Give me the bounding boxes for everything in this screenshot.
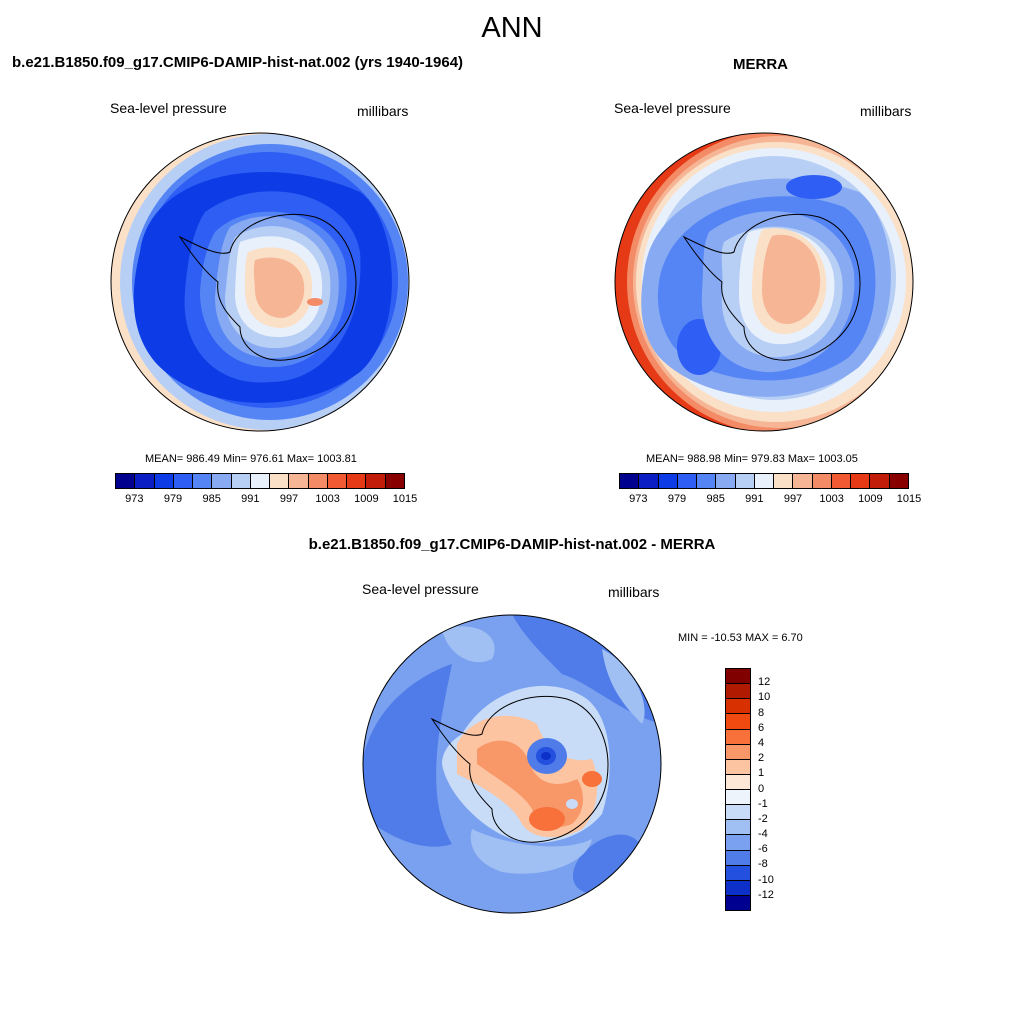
- colorbar-swatch: [726, 790, 750, 806]
- colorbar-swatch: [870, 474, 890, 488]
- colorbar-swatch: [726, 805, 750, 821]
- colorbar-swatch: [308, 474, 328, 488]
- colorbar-swatch: [735, 474, 755, 488]
- colorbar-swatch: [193, 474, 213, 488]
- colorbar-swatch: [116, 474, 136, 488]
- colorbar-tick-label: 997: [279, 493, 299, 505]
- colorbar-swatch: [726, 669, 750, 685]
- colorbar-tick-label: 12: [758, 676, 771, 689]
- panel3-title: b.e21.B1850.f09_g17.CMIP6-DAMIP-hist-nat…: [308, 536, 716, 553]
- colorbar-swatch: [385, 474, 404, 488]
- panel2-stats: MEAN= 988.98 Min= 979.83 Max= 1003.05: [646, 453, 858, 465]
- colorbar-swatch: [270, 474, 290, 488]
- colorbar-swatch: [726, 684, 750, 700]
- panel2-left-label: Sea-level pressure: [614, 100, 731, 116]
- colorbar-swatch: [173, 474, 194, 488]
- colorbar-swatch: [774, 474, 794, 488]
- colorbar-swatch: [851, 474, 871, 488]
- colorbar-tick-label: -1: [758, 797, 768, 810]
- colorbar-swatch: [697, 474, 717, 488]
- colorbar-swatch: [812, 474, 832, 488]
- colorbar-tick-label: 0: [758, 782, 765, 795]
- panel2-units-label: millibars: [860, 103, 912, 119]
- panel1-left-label: Sea-level pressure: [110, 100, 227, 116]
- colorbar-tick-label: 10: [758, 691, 771, 704]
- colorbar-tick-label: -10: [758, 873, 774, 886]
- colorbar-tick-label: 991: [745, 493, 764, 505]
- panel1-polar-map: [110, 132, 410, 432]
- colorbar-swatch: [726, 714, 750, 730]
- colorbar-swatch: [726, 850, 750, 866]
- panel1-colorbar-ticks: 973 979 985 991 997 1003 1009 1015: [115, 493, 417, 507]
- colorbar-tick-label: 991: [241, 493, 260, 505]
- colorbar-tick-label: 1003: [315, 493, 340, 505]
- panel3-left-label: Sea-level pressure: [362, 581, 479, 597]
- panel2-colorbar: [619, 473, 909, 489]
- panel1-colorbar: [115, 473, 405, 489]
- colorbar-tick-label: 985: [202, 493, 221, 505]
- colorbar-swatch: [726, 699, 750, 715]
- panel3-colorbar: [725, 668, 751, 911]
- colorbar-swatch: [289, 474, 309, 488]
- colorbar-tick-label: 2: [758, 752, 765, 765]
- colorbar-tick-label: 979: [667, 493, 687, 505]
- colorbar-tick-label: 997: [783, 493, 803, 505]
- colorbar-swatch: [726, 820, 750, 836]
- colorbar-tick-label: 1003: [819, 493, 844, 505]
- colorbar-swatch: [620, 474, 640, 488]
- colorbar-tick-label: 4: [758, 736, 765, 749]
- colorbar-swatch: [716, 474, 736, 488]
- colorbar-tick-label: 1: [758, 767, 765, 780]
- colorbar-swatch: [831, 474, 852, 488]
- colorbar-swatch: [154, 474, 174, 488]
- colorbar-swatch: [726, 729, 750, 745]
- panel2-polar-map: [614, 132, 914, 432]
- panel2-colorbar-ticks: 973 979 985 991 997 1003 1009 1015: [619, 493, 921, 507]
- colorbar-swatch: [726, 759, 750, 775]
- colorbar-swatch: [250, 474, 271, 488]
- colorbar-tick-label: -4: [758, 828, 768, 841]
- panel3-polar-map: [362, 614, 662, 914]
- colorbar-swatch: [327, 474, 348, 488]
- colorbar-tick-label: 1015: [392, 493, 418, 505]
- colorbar-tick-label: -8: [758, 858, 768, 871]
- colorbar-tick-label: -6: [758, 843, 768, 856]
- colorbar-tick-label: -12: [758, 888, 774, 901]
- colorbar-tick-label: 6: [758, 721, 765, 734]
- panel1-units-label: millibars: [357, 103, 409, 119]
- colorbar-swatch: [726, 744, 750, 760]
- colorbar-tick-label: 1009: [354, 493, 379, 505]
- panel1-stats: MEAN= 986.49 Min= 976.61 Max= 1003.81: [145, 453, 357, 465]
- colorbar-swatch: [347, 474, 367, 488]
- colorbar-swatch: [726, 880, 750, 896]
- panel1-title: b.e21.B1850.f09_g17.CMIP6-DAMIP-hist-nat…: [12, 54, 464, 71]
- colorbar-swatch: [726, 835, 750, 851]
- colorbar-tick-label: 1009: [858, 493, 883, 505]
- colorbar-swatch: [135, 474, 155, 488]
- colorbar-tick-label: 1015: [896, 493, 922, 505]
- figure-title: ANN: [481, 12, 543, 44]
- panel3-units-label: millibars: [608, 584, 660, 600]
- colorbar-swatch: [726, 865, 750, 881]
- colorbar-tick-label: -2: [758, 812, 768, 825]
- colorbar-swatch: [754, 474, 775, 488]
- colorbar-swatch: [726, 774, 750, 790]
- colorbar-swatch: [677, 474, 698, 488]
- colorbar-tick-label: 979: [163, 493, 183, 505]
- colorbar-swatch: [889, 474, 908, 488]
- colorbar-swatch: [639, 474, 659, 488]
- colorbar-swatch: [231, 474, 251, 488]
- colorbar-swatch: [793, 474, 813, 488]
- colorbar-tick-label: 973: [629, 493, 648, 505]
- colorbar-tick-label: 985: [706, 493, 725, 505]
- panel3-stats: MIN = -10.53 MAX = 6.70: [678, 632, 803, 644]
- colorbar-tick-label: 8: [758, 706, 765, 719]
- panel3-colorbar-ticks: 12 10 8 6 4 2 1 0 -1 -2 -4 -6 -8 -10 -12: [758, 668, 798, 911]
- colorbar-tick-label: 973: [125, 493, 144, 505]
- colorbar-swatch: [726, 895, 750, 910]
- colorbar-swatch: [658, 474, 678, 488]
- colorbar-swatch: [366, 474, 386, 488]
- panel2-title: MERRA: [733, 56, 788, 73]
- colorbar-swatch: [212, 474, 232, 488]
